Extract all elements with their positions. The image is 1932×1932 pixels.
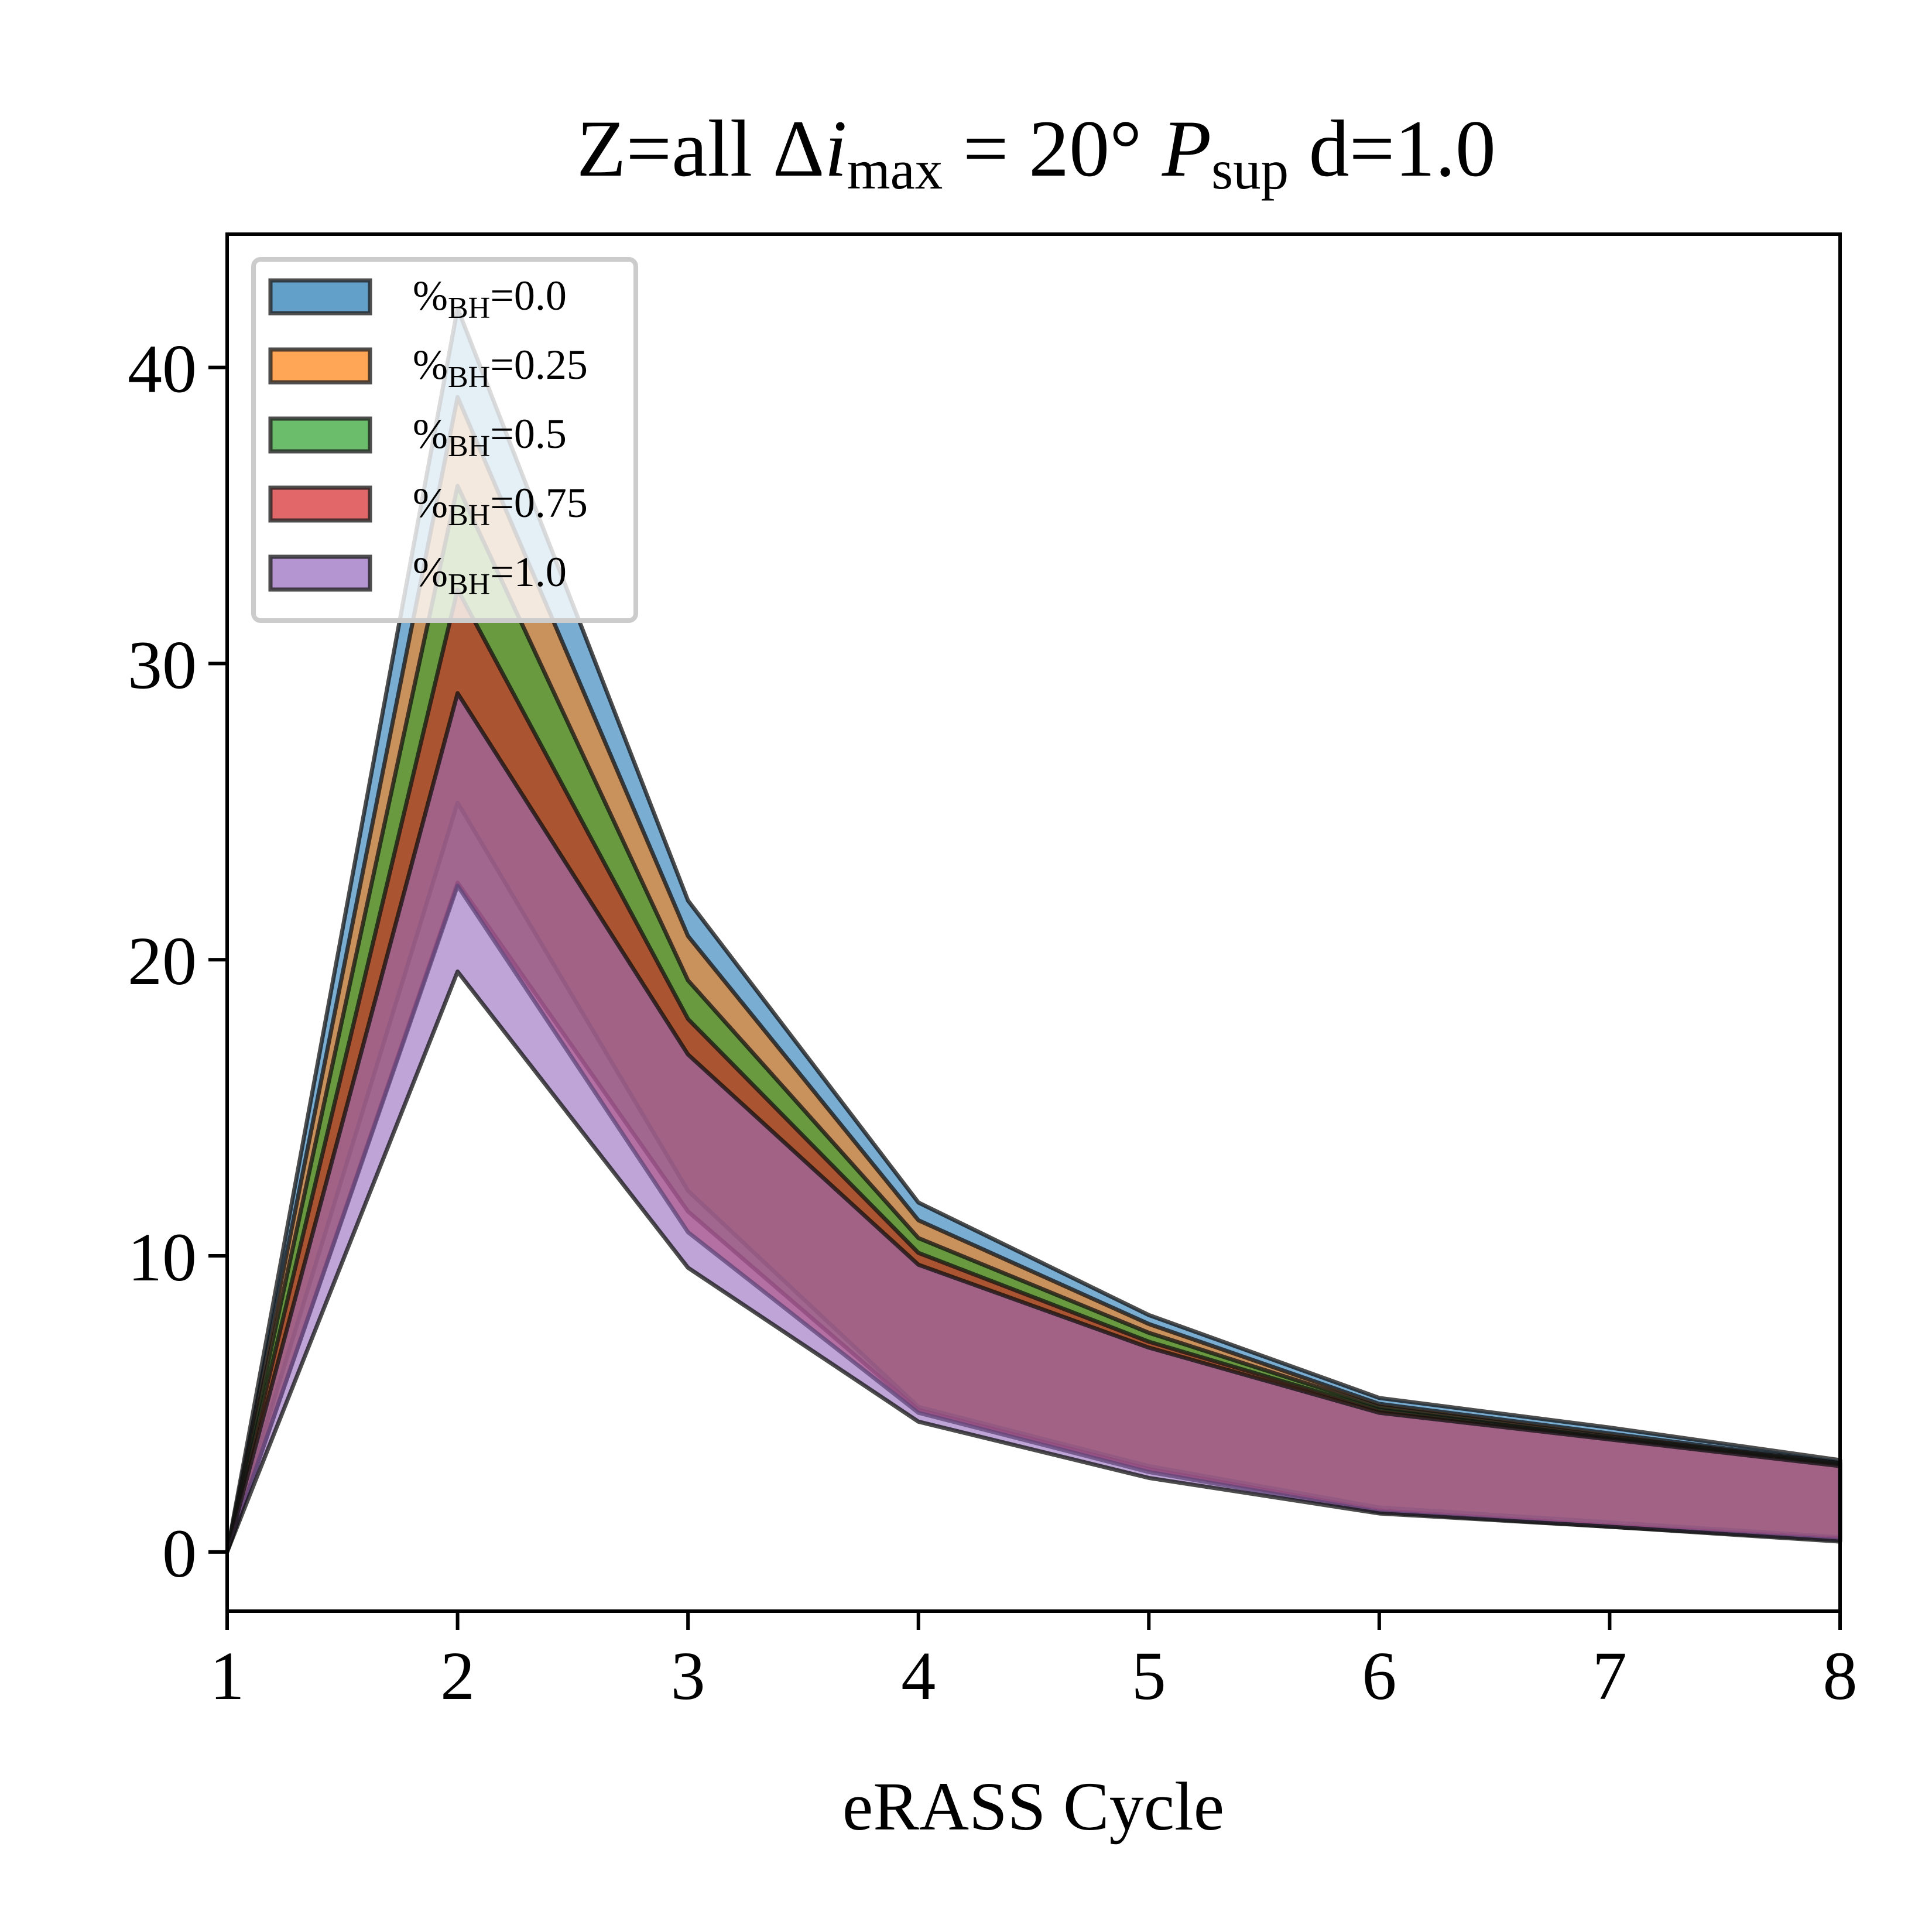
title-part: i	[824, 104, 847, 193]
y-tick-label: 10	[128, 1219, 197, 1296]
x-tick-label: 1	[210, 1638, 245, 1714]
chart-title: Z=all Δimax = 20° Psup d=1.0	[577, 104, 1496, 201]
title-part: = 20°	[943, 104, 1162, 193]
x-axis: 1 2 3 4 5 6 7 8	[210, 1611, 1858, 1714]
legend-swatch	[268, 554, 372, 592]
y-tick-label: 40	[128, 331, 197, 407]
legend-label: %BH=1.0	[413, 549, 567, 601]
y-tick-label: 20	[128, 923, 197, 999]
title-part: d=1.0	[1289, 104, 1496, 193]
legend-label: %BH=0.75	[413, 479, 588, 532]
legend-swatch	[268, 485, 372, 523]
y-tick-label: 30	[128, 626, 197, 703]
legend-label: %BH=0.25	[413, 341, 588, 394]
legend-label: %BH=0.0	[413, 272, 567, 325]
legend-swatch	[268, 416, 372, 454]
x-tick-label: 5	[1132, 1638, 1166, 1714]
x-tick-label: 8	[1823, 1638, 1858, 1714]
legend: %BH=0.0 %BH=0.25 %BH=0.5 %BH=0.75 %BH=1.0	[251, 257, 638, 623]
legend-label: %BH=0.5	[413, 410, 567, 463]
x-tick-label: 6	[1362, 1638, 1396, 1714]
x-tick-label: 4	[901, 1638, 936, 1714]
x-tick-label: 2	[440, 1638, 475, 1714]
title-part: max	[847, 139, 943, 201]
title-part: Z=all Δ	[577, 104, 824, 193]
y-axis: 0 10 20 30 40	[128, 331, 227, 1592]
title-part: P	[1162, 104, 1211, 193]
legend-swatch	[268, 347, 372, 385]
x-tick-label: 3	[671, 1638, 705, 1714]
y-tick-label: 0	[162, 1515, 197, 1592]
legend-swatch	[268, 278, 372, 316]
title-part: sup	[1211, 139, 1289, 201]
x-axis-label: eRASS Cycle	[842, 1768, 1224, 1845]
x-tick-label: 7	[1592, 1638, 1627, 1714]
plot-frame	[225, 232, 1842, 1613]
